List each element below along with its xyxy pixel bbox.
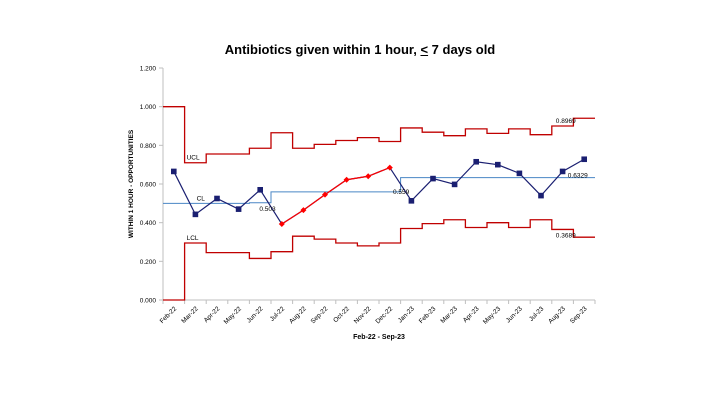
ucl-label: UCL (187, 155, 200, 162)
cl-step-line (163, 177, 595, 204)
x-tick-label: Nov-22 (353, 305, 373, 325)
annotation-cl-2: 0.559 (393, 189, 410, 196)
x-tick-label: Jun-22 (246, 305, 265, 324)
x-tick-label: Jul-22 (269, 305, 287, 323)
x-tick-label: Jul-23 (528, 305, 546, 323)
y-tick-label: 0.400 (140, 220, 157, 227)
data-point-diamond (365, 173, 372, 180)
x-tick-label: Mar-22 (180, 305, 200, 325)
x-tick-label: Jan-23 (397, 305, 416, 324)
data-point (451, 181, 458, 188)
title-part-2: 7 days old (428, 42, 496, 57)
x-tick-label: Apr-22 (203, 305, 222, 324)
lcl-step-line (163, 219, 595, 301)
data-point (495, 161, 501, 168)
ucl-step-line (163, 106, 595, 164)
y-tick-label: 1.200 (140, 66, 157, 73)
annotation-lcl: 0.3689 (556, 232, 576, 239)
data-point (516, 170, 523, 177)
x-tick-label: Feb-23 (418, 305, 438, 325)
x-tick-label: Aug-22 (288, 305, 308, 325)
x-axis-title: Feb-22 - Sep-23 (353, 334, 405, 341)
data-point (235, 206, 242, 212)
data-point (214, 195, 220, 202)
x-tick-label: Sep-23 (569, 305, 589, 325)
data-point (559, 168, 566, 175)
lcl-label: LCL (187, 235, 199, 242)
x-tick-label: Sep-22 (310, 305, 330, 325)
y-tick-label: 0.200 (140, 259, 157, 266)
data-point-diamond (343, 176, 350, 183)
chart-title: Antibiotics given within 1 hour, < 7 day… (0, 42, 720, 57)
data-point-diamond (322, 191, 328, 198)
data-point (538, 192, 544, 199)
x-tick-label: Jun-23 (505, 305, 524, 324)
y-tick-label: 0.000 (140, 298, 157, 305)
x-tick-label: Aug-23 (547, 305, 567, 325)
data-point-diamond (386, 164, 393, 171)
data-point (408, 198, 415, 204)
y-axis-title: WITHIN 1 HOUR - OPPORTUNITIES (128, 129, 135, 238)
title-less-than-sign: < (420, 42, 429, 57)
data-point (257, 187, 263, 193)
annotation-cl-1: 0.503 (259, 206, 276, 213)
annotation-ucl: 0.8969 (556, 118, 576, 125)
cl-label: CL (197, 195, 206, 202)
annotation-cl-3: 0.6329 (568, 173, 588, 180)
data-point-diamond (278, 221, 285, 228)
data-point-diamond (300, 207, 307, 214)
x-tick-label: May-22 (223, 305, 244, 326)
data-point (192, 211, 199, 218)
y-tick-label: 0.600 (140, 182, 157, 189)
x-tick-label: May-23 (482, 305, 503, 326)
title-part-1: Antibiotics given within 1 hour, (224, 42, 421, 57)
x-tick-label: Oct-22 (332, 305, 351, 324)
y-tick-label: 0.800 (140, 143, 157, 150)
x-tick-label: Mar-23 (440, 305, 460, 325)
x-tick-label: Feb-22 (159, 305, 179, 325)
data-point (171, 168, 177, 175)
data-point (581, 156, 587, 163)
shift-run-line (281, 167, 391, 225)
x-tick-label: Apr-23 (462, 305, 481, 324)
data-point (430, 175, 436, 182)
data-point (473, 158, 479, 165)
y-tick-label: 1.000 (140, 104, 157, 111)
x-tick-label: Dec-22 (374, 305, 394, 325)
